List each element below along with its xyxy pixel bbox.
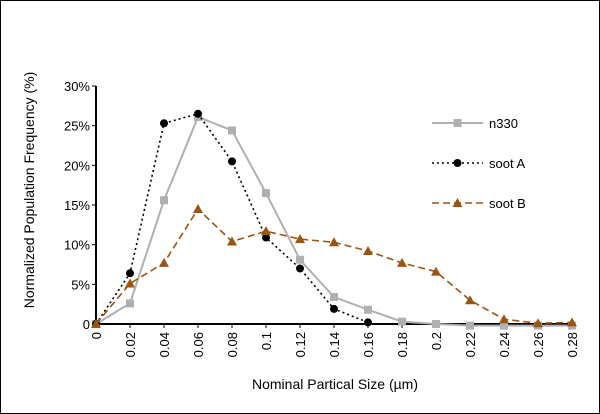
x-tick-label: 0.04 [157, 332, 172, 357]
x-axis-title: Nominal Partical Size (µm) [252, 376, 418, 392]
legend-label: soot B [489, 196, 526, 211]
data-point-soot-b [227, 236, 237, 246]
y-tick-label: 25% [64, 119, 90, 134]
data-point-soot-b [499, 314, 509, 324]
data-point-n330 [296, 255, 304, 264]
data-point-n330 [262, 189, 270, 198]
x-tick-label: 0.08 [225, 332, 240, 357]
legend-item-soot-a: soot A [432, 156, 525, 171]
legend: n330 soot A soot B [432, 116, 526, 211]
x-tick-label: 0.02 [123, 332, 138, 357]
x-tick-label: 0.22 [463, 332, 478, 357]
data-point-soot-a [262, 233, 270, 242]
x-tick-label: 0.12 [293, 332, 308, 357]
data-point-soot-b [329, 237, 339, 247]
x-tick-label: 0.24 [497, 332, 512, 357]
y-tick-label: 10% [64, 238, 90, 253]
data-point-soot-b [159, 257, 169, 267]
data-point-soot-a [330, 304, 338, 313]
data-point-soot-b [533, 318, 543, 328]
data-point-n330 [398, 317, 406, 326]
x-tick-label: 0.06 [191, 332, 206, 357]
y-tick-label: 0 [83, 317, 90, 332]
data-point-soot-b [431, 266, 441, 276]
x-tick-label: 0.1 [259, 332, 274, 350]
series-line-soot-a [95, 112, 369, 325]
data-point-n330 [160, 196, 168, 205]
data-point-n330 [500, 321, 508, 330]
series-layer [91, 109, 577, 330]
y-tick-label: 20% [64, 158, 90, 173]
data-point-n330 [126, 299, 134, 308]
legend-marker [453, 119, 462, 127]
x-tick-label: 0.16 [361, 332, 376, 357]
legend-marker [452, 198, 463, 207]
data-point-n330 [432, 320, 440, 328]
x-tick-label: 0.28 [565, 332, 580, 357]
data-point-soot-a [126, 269, 134, 278]
data-point-soot-b [193, 203, 203, 213]
data-point-soot-b [567, 317, 577, 327]
data-point-soot-b [397, 257, 407, 267]
data-point-soot-a [194, 109, 202, 118]
y-tick-label: 15% [64, 198, 90, 213]
data-point-n330 [228, 126, 236, 135]
data-point-soot-a [364, 318, 372, 327]
legend-item-soot-b: soot B [432, 196, 526, 211]
series-soot-b [91, 203, 577, 328]
data-point-soot-a [228, 157, 236, 166]
y-axis-title: Normalized Population Frequency (%) [21, 72, 37, 309]
data-point-soot-b [465, 295, 475, 305]
data-point-soot-b [91, 319, 101, 328]
data-point-soot-b [261, 226, 271, 236]
data-point-soot-a [296, 264, 304, 273]
data-point-soot-b [125, 278, 135, 288]
data-point-n330 [330, 293, 338, 302]
data-point-soot-b [363, 246, 373, 256]
x-tick-label: 0 [89, 332, 104, 339]
x-tick-label: 0.18 [395, 332, 410, 357]
data-point-soot-a [160, 119, 168, 128]
y-tick-label: 30% [64, 79, 90, 94]
x-tick-label: 0.14 [327, 332, 342, 357]
x-ticks: 0 0.02 0.04 0.06 0.08 0.1 0.12 0.14 0.16 0.18 0.2 0… [89, 324, 580, 357]
legend-label: n330 [489, 116, 518, 131]
legend-marker [453, 159, 462, 167]
y-tick-label: 5% [71, 277, 90, 292]
data-point-n330 [364, 305, 372, 314]
legend-item-n330: n330 [432, 116, 518, 131]
x-tick-label: 0.2 [429, 332, 444, 350]
data-point-n330 [466, 321, 474, 330]
legend-label: soot A [489, 156, 525, 171]
x-tick-label: 0.26 [531, 332, 546, 357]
series-n330 [92, 112, 576, 330]
data-point-soot-b [295, 234, 305, 244]
y-ticks: 0 5% 10% 15% 20% 25% 30% [64, 79, 96, 332]
